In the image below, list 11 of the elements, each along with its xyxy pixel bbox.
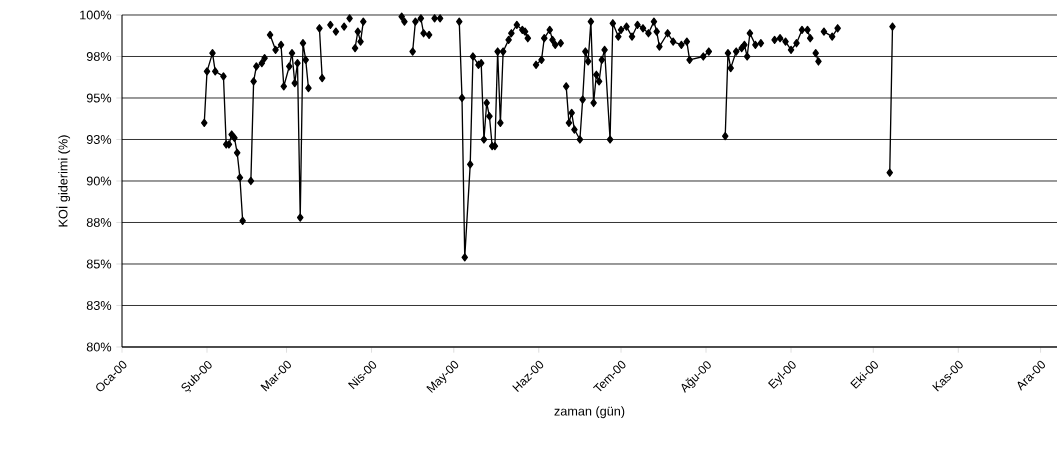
y-tick-label: 93%	[86, 135, 112, 144]
y-tick-label: 95%	[86, 93, 112, 103]
y-tick-label: 98%	[86, 52, 112, 61]
y-tick-label: 90%	[86, 176, 112, 186]
y-axis-title: KOİ giderimi (%)	[56, 135, 71, 227]
y-tick-label: 88%	[86, 218, 112, 227]
y-tick-label: 80%	[86, 342, 112, 352]
y-tick-label: 83%	[86, 301, 112, 310]
x-axis-title: zaman (gün)	[554, 406, 625, 419]
y-tick-label: 100%	[80, 10, 112, 20]
y-tick-label: 85%	[86, 259, 112, 269]
